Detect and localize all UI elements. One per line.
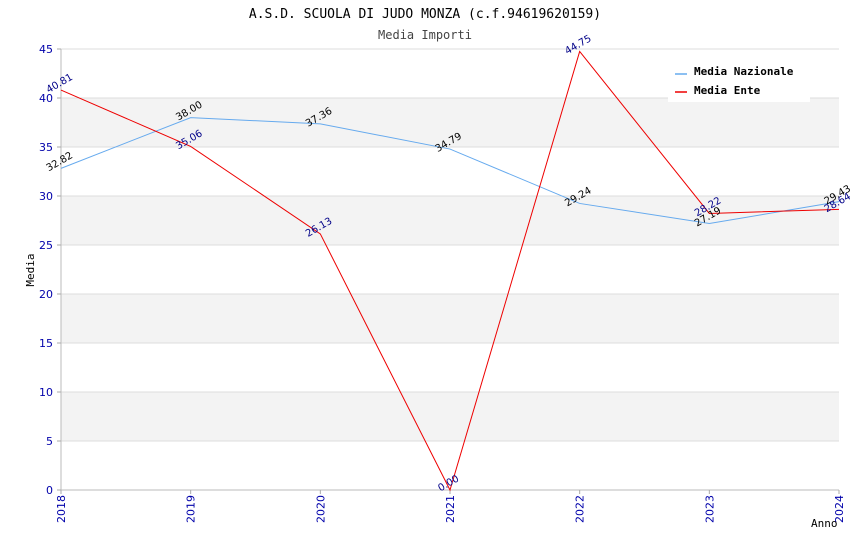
grid-band	[61, 98, 839, 147]
grid-band	[61, 294, 839, 343]
legend: Media Nazionale Media Ente	[668, 60, 810, 102]
x-tick-label: 2021	[444, 495, 457, 523]
x-tick-label: 2019	[185, 495, 198, 523]
x-tick-label: 2024	[833, 495, 846, 523]
grid-band	[61, 245, 839, 294]
y-tick-label: 35	[39, 141, 53, 154]
y-tick-label: 25	[39, 239, 53, 252]
chart-subtitle: Media Importi	[378, 28, 472, 42]
x-tick-label: 2020	[314, 495, 327, 523]
x-tick-label: 2023	[703, 495, 716, 523]
y-tick-label: 10	[39, 386, 53, 399]
y-tick-label: 5	[46, 435, 53, 448]
legend-label-media-ente: Media Ente	[694, 84, 761, 97]
grid-band	[61, 147, 839, 196]
legend-background	[668, 60, 810, 102]
chart-title: A.S.D. SCUOLA DI JUDO MONZA (c.f.9461962…	[249, 7, 601, 22]
series-line-media-nazionale	[60, 117, 840, 225]
x-axis-label: Anno	[811, 517, 838, 530]
y-axis-ticks: 0 5 10 15 20 25 30 35 40 45	[39, 43, 61, 497]
series-line-media-ente	[60, 50, 840, 492]
y-tick-label: 30	[39, 190, 53, 203]
y-tick-label: 15	[39, 337, 53, 350]
x-axis-ticks: 2018 2019 2020 2021 2022 2023 2024	[55, 490, 846, 523]
series-lines	[60, 50, 840, 492]
grid-band	[61, 196, 839, 245]
y-tick-label: 0	[46, 484, 53, 497]
grid-band	[61, 343, 839, 392]
x-tick-label: 2022	[574, 495, 587, 523]
y-tick-label: 20	[39, 288, 53, 301]
y-tick-label: 40	[39, 92, 53, 105]
grid-band	[61, 441, 839, 490]
grid-bands	[61, 49, 839, 490]
x-tick-label: 2018	[55, 495, 68, 523]
legend-label-media-nazionale: Media Nazionale	[694, 65, 794, 78]
grid-band	[61, 392, 839, 441]
y-axis-label: Media	[24, 253, 37, 286]
y-tick-label: 45	[39, 43, 53, 56]
grid-lines	[61, 48, 839, 491]
